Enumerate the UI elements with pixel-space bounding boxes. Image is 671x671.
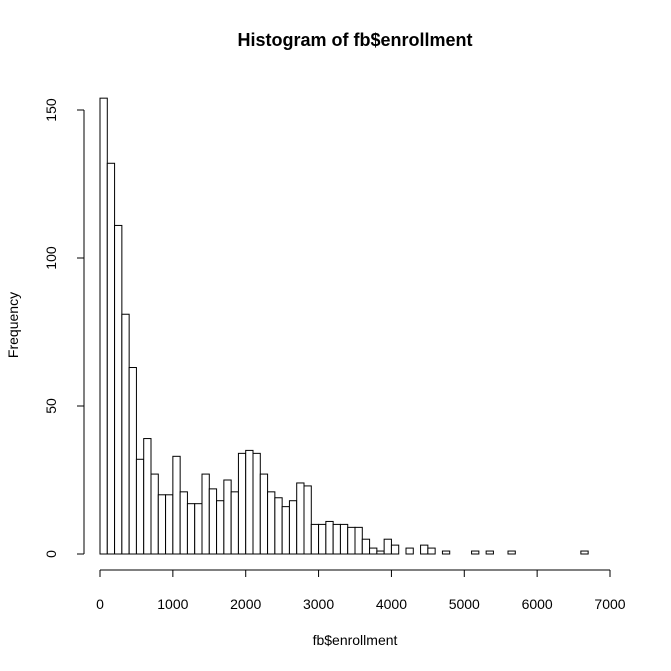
histogram-bar — [230, 491, 239, 555]
histogram-bar — [223, 479, 232, 555]
histogram-bar — [245, 449, 254, 555]
histogram-bar — [267, 491, 276, 555]
x-tick-label: 6000 — [522, 596, 553, 612]
histogram-bar — [325, 520, 334, 555]
x-tick-label: 0 — [96, 596, 104, 612]
histogram-bar — [135, 458, 145, 555]
histogram-bar — [427, 547, 436, 555]
histogram-bar — [347, 526, 356, 555]
y-axis-label: Frequency — [5, 292, 21, 358]
chart-title: Histogram of fb$enrollment — [237, 30, 472, 50]
histogram-bar — [288, 500, 298, 555]
histogram-bar — [179, 491, 188, 555]
histogram-bar — [208, 488, 218, 555]
x-tick-label: 1000 — [157, 596, 188, 612]
histogram-bar — [441, 550, 451, 555]
histogram-bar — [507, 550, 516, 555]
y-tick-label: 100 — [43, 246, 59, 270]
x-tick-label: 7000 — [594, 596, 625, 612]
histogram-bar — [128, 367, 137, 555]
histogram-bar — [390, 544, 400, 555]
histogram-bar — [383, 538, 392, 555]
histogram-bar — [106, 162, 116, 555]
histogram-bar — [310, 523, 320, 555]
histogram-bar — [420, 544, 429, 555]
x-tick-label: 4000 — [376, 596, 407, 612]
x-axis: 0 1000 2000 3000 4000 5000 6000 7000 — [96, 569, 626, 612]
histogram-bar — [471, 550, 480, 555]
histogram-bar — [485, 550, 494, 555]
histogram-bar — [332, 523, 341, 555]
histogram-bar — [165, 494, 174, 555]
histogram-bar — [216, 500, 225, 555]
x-tick-label: 3000 — [303, 596, 334, 612]
y-tick-label: 0 — [43, 550, 59, 558]
x-axis-label: fb$enrollment — [313, 632, 398, 648]
x-tick-label: 2000 — [230, 596, 261, 612]
y-tick-label: 50 — [43, 398, 59, 414]
histogram-bar — [361, 538, 371, 555]
histogram-bar — [376, 550, 385, 555]
y-axis: 0 50 100 150 — [43, 98, 85, 558]
histogram-bar — [237, 452, 247, 555]
histogram-bar — [405, 547, 414, 555]
y-tick-label: 150 — [43, 98, 59, 122]
histogram-bar — [114, 224, 123, 555]
histogram-bar — [580, 550, 589, 555]
histogram-bar — [369, 547, 378, 555]
histogram-bar — [121, 313, 130, 555]
histogram-bar — [281, 506, 290, 555]
histogram-bar — [274, 497, 283, 555]
histogram-bar — [303, 485, 312, 555]
histogram-bar — [252, 452, 261, 555]
histogram-bar — [318, 523, 327, 555]
histogram-bar — [99, 97, 108, 555]
histogram-bar — [186, 503, 196, 555]
histogram-bars — [99, 97, 589, 555]
histogram-bar — [150, 473, 159, 555]
histogram-bar — [259, 473, 269, 555]
histogram-bar — [296, 482, 305, 555]
histogram-bar — [143, 438, 152, 555]
histogram-bar — [339, 523, 349, 555]
histogram-bar — [194, 503, 203, 555]
histogram-bar — [157, 494, 167, 555]
histogram-bar — [354, 526, 363, 555]
x-tick-label: 5000 — [449, 596, 480, 612]
histogram-bar — [172, 455, 181, 555]
histogram-bar — [201, 473, 210, 555]
